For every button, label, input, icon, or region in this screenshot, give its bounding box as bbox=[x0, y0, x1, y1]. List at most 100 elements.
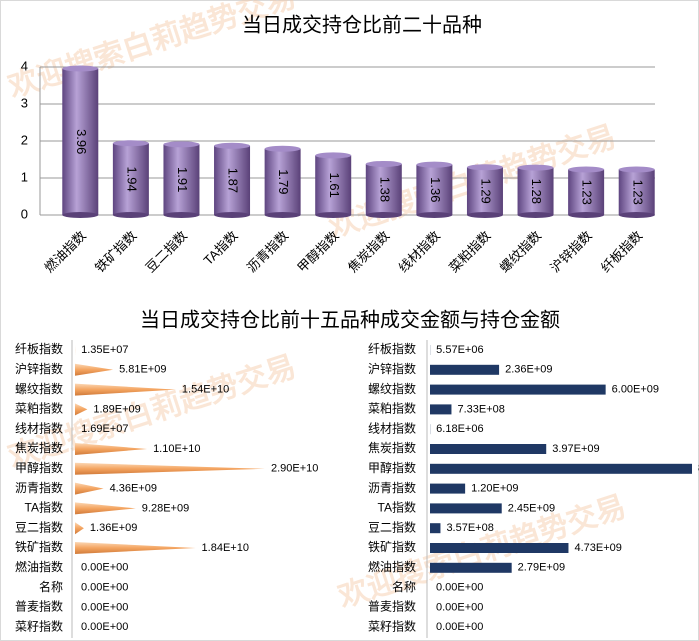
y-tick-label: 名称 bbox=[39, 579, 63, 594]
bar bbox=[75, 542, 196, 554]
bar bbox=[315, 155, 352, 215]
bar bbox=[75, 403, 88, 416]
y-tick-label: 菜籽指数 bbox=[368, 618, 416, 633]
bar-top bbox=[618, 166, 655, 173]
bar-base bbox=[568, 212, 605, 218]
bar bbox=[430, 444, 547, 454]
y-tick-label: 2 bbox=[21, 132, 28, 147]
bar bbox=[75, 363, 114, 376]
y-tick-label: 铁矿指数 bbox=[15, 539, 63, 554]
bar bbox=[214, 145, 251, 215]
data-label: 1.69E+07 bbox=[81, 423, 128, 435]
bar bbox=[430, 404, 452, 415]
chart-title: 当日成交持仓比前二十品种 bbox=[242, 13, 482, 36]
data-label: 3.96 bbox=[74, 129, 89, 154]
bar bbox=[264, 148, 301, 215]
bar bbox=[75, 522, 84, 535]
bar-top bbox=[163, 141, 200, 148]
y-tick-label: 铁矿指数 bbox=[368, 539, 416, 554]
y-tick-label: 线材指数 bbox=[368, 420, 416, 435]
y-tick-label: 纤板指数 bbox=[368, 341, 416, 356]
bar bbox=[430, 503, 502, 514]
bar bbox=[75, 462, 265, 475]
bar bbox=[517, 167, 554, 215]
bar-base bbox=[466, 212, 503, 218]
bar-base bbox=[315, 212, 352, 218]
y-tick-label: 沥青指数 bbox=[368, 480, 416, 495]
bar bbox=[430, 463, 692, 474]
y-tick-label: 豆二指数 bbox=[15, 519, 63, 534]
data-label: 1.35E+07 bbox=[81, 344, 128, 356]
bar-base bbox=[62, 212, 99, 218]
y-tick-label: 1 bbox=[21, 169, 28, 184]
data-label: 0.00E+00 bbox=[81, 601, 128, 613]
data-label: 1.87 bbox=[226, 168, 241, 193]
bar bbox=[365, 163, 402, 215]
bar bbox=[75, 443, 148, 455]
data-label: 1.38 bbox=[377, 177, 392, 202]
y-tick-label: 菜粕指数 bbox=[368, 401, 416, 416]
bar-top bbox=[264, 145, 301, 152]
y-tick-label: 4 bbox=[21, 58, 28, 73]
data-label: 0.00E+00 bbox=[81, 582, 128, 594]
data-label: 1.23 bbox=[580, 180, 595, 205]
y-tick-label: TA指数 bbox=[378, 500, 416, 515]
data-label: 2.45E+09 bbox=[508, 502, 555, 514]
data-label: 1.89E+09 bbox=[93, 403, 140, 415]
bar bbox=[75, 482, 104, 495]
data-label: 1.36E+09 bbox=[90, 522, 137, 534]
data-label: 3.57E+08 bbox=[446, 522, 493, 534]
y-tick-label: 螺纹指数 bbox=[368, 381, 416, 396]
bar bbox=[568, 169, 605, 215]
y-tick-label: 豆二指数 bbox=[368, 519, 416, 534]
bar-top bbox=[365, 160, 402, 167]
data-label: 1.10E+10 bbox=[153, 443, 200, 455]
bar-top bbox=[62, 65, 99, 72]
data-label: 2.79E+09 bbox=[518, 562, 565, 574]
data-label: 2.36E+09 bbox=[505, 364, 552, 376]
bar-top bbox=[416, 161, 453, 168]
y-tick-label: 菜粕指数 bbox=[15, 401, 63, 416]
data-label: 4.36E+09 bbox=[110, 483, 157, 495]
data-label: 0.00E+00 bbox=[436, 601, 483, 613]
bar-base bbox=[163, 212, 200, 218]
y-tick-label: 螺纹指数 bbox=[15, 381, 63, 396]
bar bbox=[163, 144, 200, 215]
y-tick-label: 线材指数 bbox=[15, 420, 63, 435]
bar bbox=[416, 164, 453, 215]
data-label: 0.00E+00 bbox=[81, 621, 128, 633]
y-tick-label: 普麦指数 bbox=[368, 599, 416, 614]
y-tick-label: 纤板指数 bbox=[15, 341, 63, 356]
data-label: 1.91 bbox=[175, 167, 190, 192]
data-label: 1.54E+10 bbox=[182, 384, 229, 396]
data-label: 7.33E+08 bbox=[457, 403, 504, 415]
data-label: 1.29 bbox=[479, 178, 494, 203]
data-label: 9.28E+09 bbox=[142, 502, 189, 514]
data-label: 1.20E+09 bbox=[471, 483, 518, 495]
data-label: 1.28 bbox=[529, 179, 544, 204]
bar bbox=[466, 167, 503, 215]
bar bbox=[430, 364, 500, 375]
y-tick-label: 甲醇指数 bbox=[15, 460, 63, 475]
y-tick-label: 焦炭指数 bbox=[368, 440, 416, 455]
data-label: 2.90E+10 bbox=[271, 463, 318, 475]
data-label: 1.79 bbox=[276, 169, 291, 194]
data-label: 1.84E+10 bbox=[202, 542, 249, 554]
y-tick-label: 普麦指数 bbox=[15, 599, 63, 614]
data-label: 6.00E+09 bbox=[612, 384, 659, 396]
bar-base bbox=[517, 212, 554, 218]
data-label: 1.94 bbox=[124, 166, 139, 191]
y-tick-label: 3 bbox=[21, 95, 28, 110]
bar-base bbox=[112, 212, 149, 218]
data-label: 1.36 bbox=[428, 177, 443, 202]
bar bbox=[62, 68, 99, 215]
y-tick-label: 焦炭指数 bbox=[15, 440, 63, 455]
data-label: 0.00E+00 bbox=[81, 562, 128, 574]
data-label: 5.57E+06 bbox=[436, 344, 483, 356]
bar bbox=[75, 383, 176, 396]
bar-base bbox=[264, 212, 301, 218]
data-label: 0.00E+00 bbox=[436, 582, 483, 594]
bar-base bbox=[618, 212, 655, 218]
